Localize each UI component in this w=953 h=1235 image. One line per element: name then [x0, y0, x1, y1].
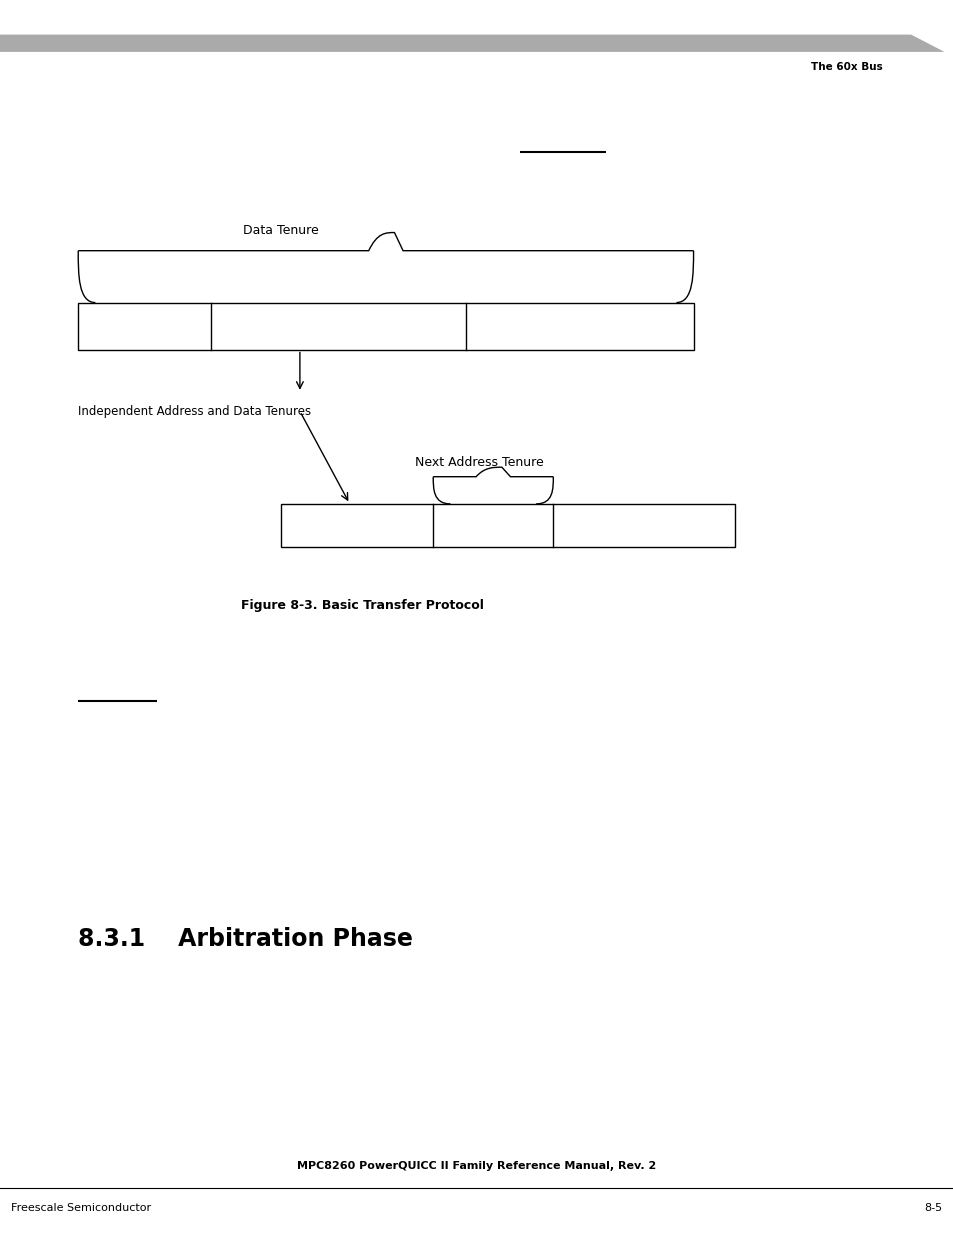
Text: Independent Address and Data Tenures: Independent Address and Data Tenures: [78, 405, 311, 419]
Bar: [281, 504, 734, 547]
Text: Next Address Tenure: Next Address Tenure: [415, 456, 543, 469]
Text: Termination: Termination: [611, 520, 676, 531]
Text: 8.3.1    Arbitration Phase: 8.3.1 Arbitration Phase: [78, 927, 413, 951]
Bar: [78, 303, 693, 350]
Text: Arbitration: Arbitration: [327, 520, 387, 531]
Text: Data Tenure: Data Tenure: [243, 224, 318, 237]
Text: Transfer: Transfer: [470, 520, 516, 531]
Text: Figure 8-3. Basic Transfer Protocol: Figure 8-3. Basic Transfer Protocol: [241, 599, 483, 613]
Text: MPC8260 PowerQUICC II Family Reference Manual, Rev. 2: MPC8260 PowerQUICC II Family Reference M…: [297, 1161, 656, 1171]
Text: 8-5: 8-5: [923, 1203, 942, 1213]
Text: Arbitration: Arbitration: [114, 321, 174, 331]
Text: 1- or 4-Beat Transfer: 1- or 4-Beat Transfer: [281, 321, 395, 331]
Text: Termination: Termination: [546, 321, 612, 331]
Polygon shape: [0, 35, 943, 52]
Text: Freescale Semiconductor: Freescale Semiconductor: [11, 1203, 152, 1213]
Text: The 60x Bus: The 60x Bus: [810, 62, 882, 72]
